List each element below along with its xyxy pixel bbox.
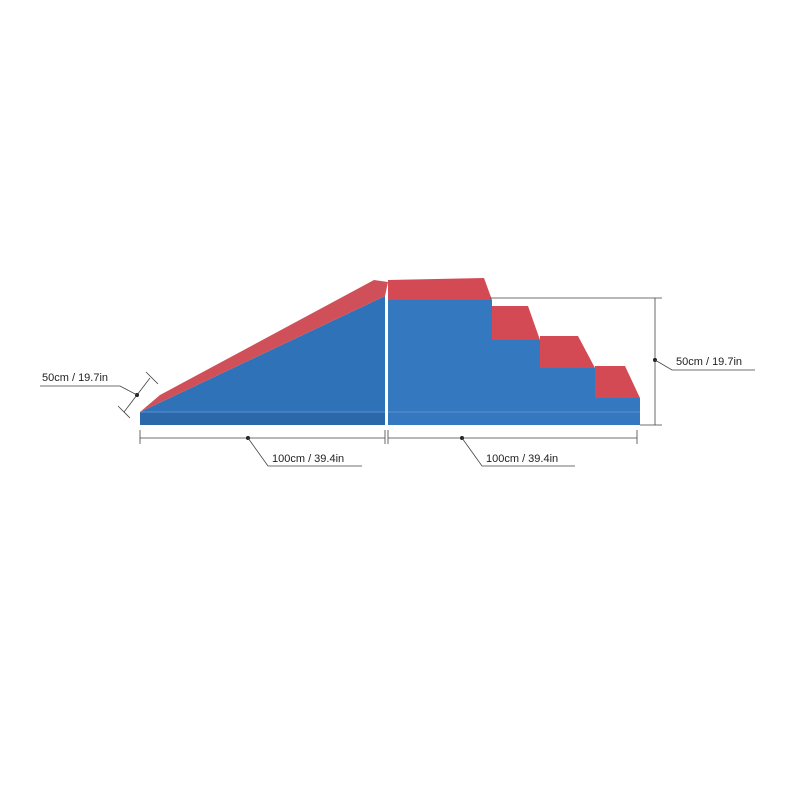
ramp-base: [140, 412, 385, 425]
ramp-front: [140, 296, 385, 425]
stairs-front: [388, 300, 640, 425]
leader: [654, 359, 755, 371]
stairs-length-label: 100cm / 39.4in: [486, 453, 558, 465]
ramp-length-label: 100cm / 39.4in: [272, 453, 344, 465]
height-label: 50cm / 19.7in: [676, 356, 742, 368]
leader: [40, 385, 138, 396]
length-lines: [139, 430, 638, 444]
depth-label: 50cm / 19.7in: [42, 372, 108, 384]
leader: [247, 437, 362, 467]
leader: [461, 437, 575, 467]
dimension-lines: [40, 297, 755, 467]
ramp: [140, 280, 388, 425]
stairs: [388, 278, 640, 425]
stair-step: [540, 336, 595, 368]
stair-step: [492, 306, 540, 340]
stair-top: [388, 278, 492, 300]
ramp-slope: [140, 280, 388, 412]
stair-step: [595, 366, 640, 398]
